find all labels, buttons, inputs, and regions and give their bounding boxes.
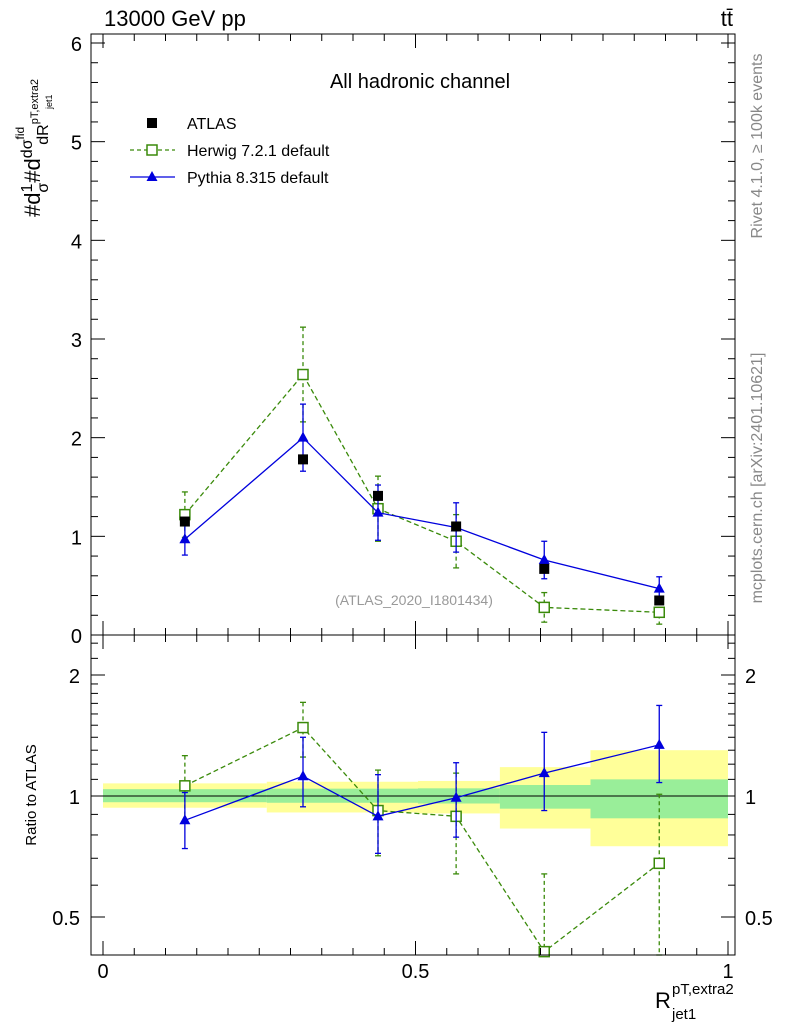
main-y-tick-label: 3 <box>71 330 82 352</box>
main-y-tick-label: 6 <box>71 34 82 56</box>
ratio-herwig-point <box>297 721 309 734</box>
x-tick-label: 0.5 <box>402 961 430 983</box>
pythia-point <box>538 554 550 565</box>
legend-marker-atlas <box>147 118 157 128</box>
atlas-point <box>179 516 190 527</box>
ratio-herwig-point <box>653 857 665 870</box>
legend-marker-herwig <box>146 144 158 156</box>
ratio-band-inner <box>590 779 728 819</box>
main-y-tick-label: 2 <box>71 429 82 451</box>
ratio-y-tick-label-right: 1 <box>745 787 756 809</box>
herwig-point <box>538 601 550 614</box>
main-y-tick-label: 0 <box>71 626 82 648</box>
x-label-main: R <box>655 988 671 1013</box>
atlas-point <box>298 454 308 465</box>
legend-label-atlas: ATLAS <box>187 116 237 133</box>
ratio-panel: 0.5 0.51 12 2 0 0.5 1 Ratio to ATLAS <box>23 634 773 983</box>
ratio-pythia-point <box>653 738 665 749</box>
main-y-tick-label: 5 <box>71 133 82 155</box>
legend-item-pythia: Pythia 8.315 default <box>130 170 329 187</box>
ratio-herwig-line <box>184 726 660 953</box>
ratio-y-axis-label: Ratio to ATLAS <box>23 744 40 845</box>
legend-label-pythia: Pythia 8.315 default <box>187 170 329 187</box>
ratio-x-ticks: 0 0.5 1 <box>97 635 734 983</box>
ratio-y-tick-label: 1 <box>69 787 80 809</box>
x-label-sup: pT,extra2 <box>672 981 734 998</box>
pythia-point <box>179 533 191 544</box>
x-tick-label: 0 <box>97 961 108 983</box>
legend-item-atlas: ATLAS <box>147 116 237 133</box>
ratio-y-tick-label: 0.5 <box>52 908 80 930</box>
herwig-line <box>184 373 660 613</box>
ratio-y-tick-label-right: 0.5 <box>745 908 773 930</box>
pythia-point <box>372 506 384 517</box>
legend-label-herwig: Herwig 7.2.1 default <box>187 143 330 160</box>
x-label-sub: jet1 <box>671 1006 696 1023</box>
legend-item-herwig: Herwig 7.2.1 default <box>130 143 330 160</box>
ratio-y-ticks: 0.5 0.5 1 1 2 2 <box>52 642 773 930</box>
atlas-point <box>373 490 383 501</box>
ratio-pythia-point <box>450 791 462 802</box>
atlas-point <box>451 521 462 532</box>
herwig-point <box>653 606 665 619</box>
x-tick-label: 1 <box>722 961 733 983</box>
rivet-label: Rivet 4.1.0, ≥ 100k events <box>749 54 766 239</box>
ratio-pythia-point <box>372 810 384 821</box>
legend-marker-pythia <box>146 171 158 181</box>
watermark: (ATLAS_2020_I1801434) <box>335 592 493 608</box>
atlas-point <box>654 595 665 606</box>
ratio-y-tick-label: 2 <box>69 666 80 688</box>
ratio-pythia-point <box>297 770 309 781</box>
main-x-ticks <box>102 34 729 635</box>
ratio-frame <box>90 634 736 956</box>
ratio-herwig-point <box>538 945 550 958</box>
pythia-point <box>297 431 309 442</box>
atlas-point <box>539 563 550 574</box>
pythia-point <box>653 582 665 593</box>
pythia-line <box>184 436 660 590</box>
main-y-tick-label: 4 <box>71 231 82 253</box>
main-y-ticks: 0 1 2 3 4 5 6 <box>71 34 735 648</box>
ratio-band-inner <box>499 785 591 809</box>
legend: ATLAS Herwig 7.2.1 default Pythia 8.315 … <box>130 116 330 187</box>
ratio-y-tick-label-right: 2 <box>745 666 756 688</box>
main-y-tick-label: 1 <box>71 527 82 549</box>
ratio-herwig-point <box>179 780 191 792</box>
main-y-axis-label: #d1σ#ddσfid dRpT,extra2 jet1 <box>13 79 54 217</box>
herwig-point <box>297 368 309 381</box>
plot-title: All hadronic channel <box>330 71 510 93</box>
process-label: tt̄ <box>721 6 733 31</box>
ratio-pythia-point <box>179 814 191 825</box>
energy-label: 13000 GeV pp <box>104 6 246 31</box>
x-axis-label: R pT,extra2 jet1 <box>655 981 734 1023</box>
main-panel: 0 1 2 3 4 5 6 All hadronic channel (ATLAS_2020… <box>13 33 736 648</box>
ratio-pythia-point <box>538 767 550 778</box>
ratio-pythia-line <box>184 744 660 821</box>
mcplots-label: mcplots.cern.ch [arXiv:2401.10621] <box>749 353 766 604</box>
